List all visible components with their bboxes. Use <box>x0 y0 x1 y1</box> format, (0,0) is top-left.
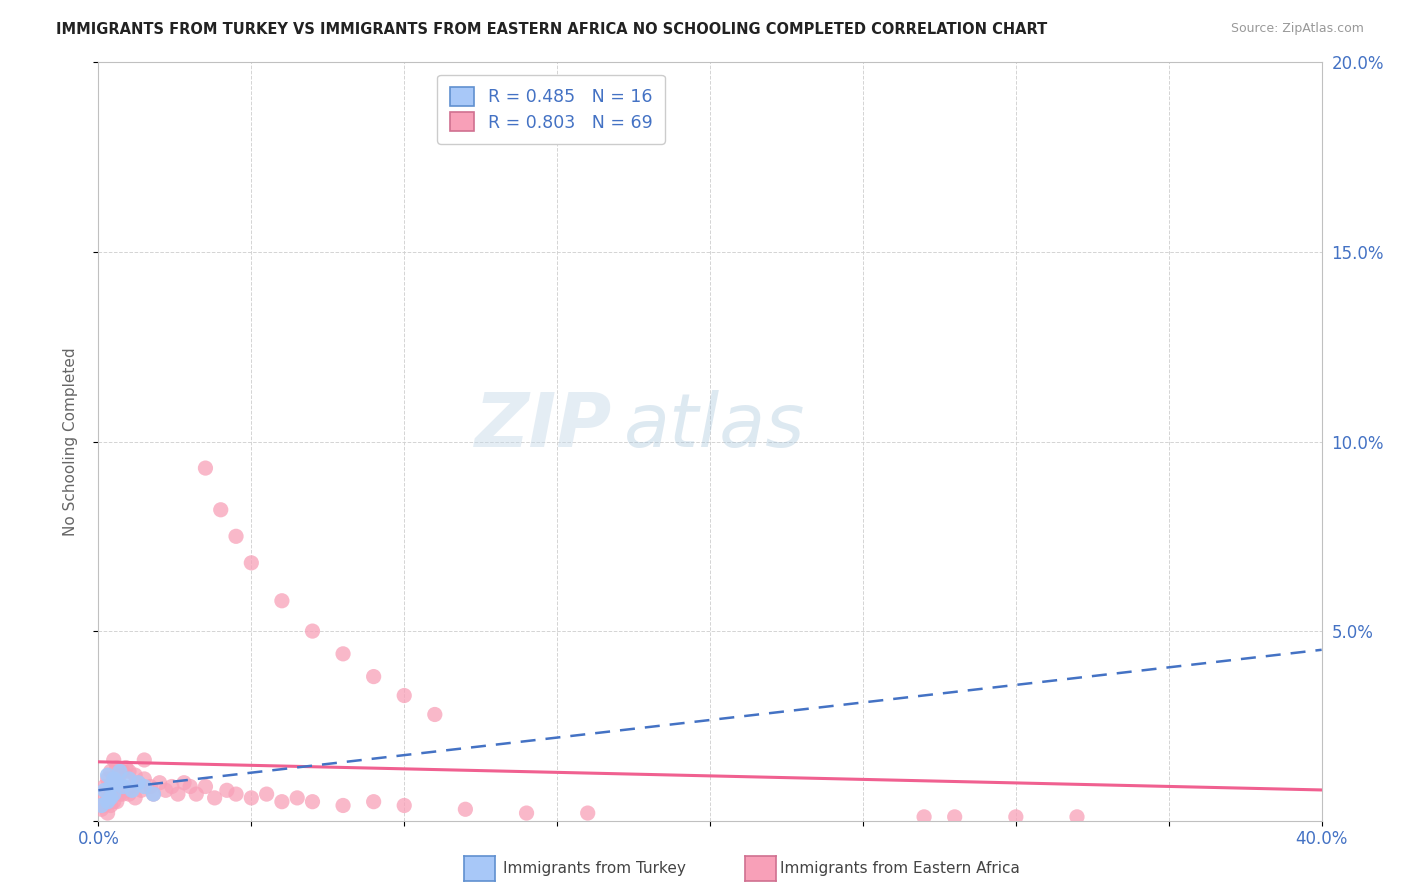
Point <box>100 791 122 805</box>
Point <box>454 802 477 816</box>
Point <box>115 760 138 774</box>
Point <box>186 787 208 801</box>
Point <box>100 783 122 797</box>
Point <box>105 776 128 790</box>
Point <box>270 594 292 608</box>
Text: IMMIGRANTS FROM TURKEY VS IMMIGRANTS FROM EASTERN AFRICA NO SCHOOLING COMPLETED : IMMIGRANTS FROM TURKEY VS IMMIGRANTS FRO… <box>56 22 1047 37</box>
Point <box>90 787 112 801</box>
Text: ZIP: ZIP <box>475 390 612 463</box>
Point <box>392 798 416 813</box>
Point <box>301 795 323 809</box>
Point <box>118 787 141 801</box>
Point <box>103 772 125 786</box>
Point <box>105 795 128 809</box>
Text: Immigrants from Turkey: Immigrants from Turkey <box>503 862 686 876</box>
Point <box>111 787 134 801</box>
Text: atlas: atlas <box>624 391 806 462</box>
Point <box>215 783 238 797</box>
Point <box>90 798 112 813</box>
Point <box>209 503 232 517</box>
Point <box>139 780 162 794</box>
Point <box>167 787 190 801</box>
Point <box>97 791 120 805</box>
Point <box>93 783 115 797</box>
Point <box>1004 810 1026 824</box>
Point <box>363 795 385 809</box>
Point <box>204 791 226 805</box>
Point <box>332 798 354 813</box>
Point <box>124 791 146 805</box>
Point <box>912 810 935 824</box>
Point <box>285 791 308 805</box>
Point <box>103 787 125 801</box>
Point <box>97 768 120 782</box>
Point <box>142 787 165 801</box>
Point <box>240 791 263 805</box>
Point <box>149 776 172 790</box>
Point <box>93 780 115 794</box>
Point <box>225 529 247 543</box>
Point <box>516 806 538 821</box>
Point <box>108 787 131 801</box>
Point <box>105 776 128 790</box>
Point <box>121 783 143 797</box>
Point <box>301 624 323 639</box>
Point <box>1066 810 1088 824</box>
Point <box>111 764 134 779</box>
Text: Source: ZipAtlas.com: Source: ZipAtlas.com <box>1230 22 1364 36</box>
Point <box>111 780 134 794</box>
Y-axis label: No Schooling Completed: No Schooling Completed <box>63 347 77 536</box>
Point <box>129 783 152 797</box>
Point <box>155 783 177 797</box>
Point <box>127 776 149 790</box>
Point <box>332 647 354 661</box>
Point <box>108 764 131 779</box>
Point <box>134 772 156 786</box>
Point <box>97 806 120 821</box>
Point <box>115 783 138 797</box>
Point <box>127 776 149 790</box>
Point <box>392 689 416 703</box>
Point <box>194 780 217 794</box>
Point <box>103 780 125 794</box>
Point <box>256 787 278 801</box>
Point <box>100 798 122 813</box>
Point <box>173 776 195 790</box>
Point <box>90 802 112 816</box>
Point <box>97 795 120 809</box>
Point <box>108 768 131 782</box>
Point <box>103 753 125 767</box>
Point <box>225 787 247 801</box>
Point <box>121 780 143 794</box>
Point <box>134 753 156 767</box>
Point <box>194 461 217 475</box>
Point <box>943 810 966 824</box>
Point <box>160 780 183 794</box>
Point <box>97 772 120 786</box>
Point <box>93 798 115 813</box>
Point <box>105 760 128 774</box>
Point <box>134 780 156 794</box>
Point <box>100 780 122 794</box>
Point <box>118 772 141 786</box>
Legend: R = 0.485   N = 16, R = 0.803   N = 69: R = 0.485 N = 16, R = 0.803 N = 69 <box>437 75 665 144</box>
Text: Immigrants from Eastern Africa: Immigrants from Eastern Africa <box>780 862 1021 876</box>
Point <box>179 780 201 794</box>
Point <box>142 787 165 801</box>
Point <box>363 669 385 684</box>
Point <box>240 556 263 570</box>
Point <box>576 806 599 821</box>
Point <box>118 764 141 779</box>
Point <box>100 764 122 779</box>
Point <box>270 795 292 809</box>
Point <box>423 707 446 722</box>
Point <box>124 768 146 782</box>
Point <box>103 795 125 809</box>
